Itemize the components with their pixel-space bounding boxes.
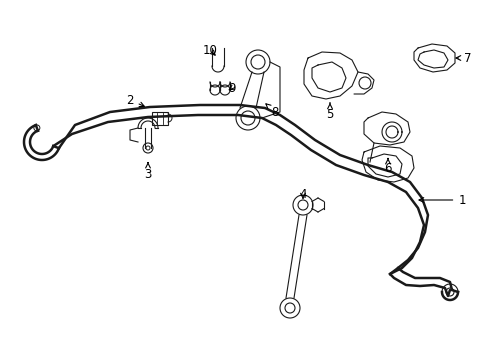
Text: 4: 4	[299, 189, 306, 202]
FancyBboxPatch shape	[152, 112, 168, 125]
Text: 9: 9	[228, 81, 235, 94]
Text: 5: 5	[325, 103, 333, 122]
Text: 1: 1	[418, 194, 465, 207]
Text: 3: 3	[144, 163, 151, 181]
Text: 10: 10	[202, 44, 217, 57]
Text: 7: 7	[455, 51, 471, 64]
Text: 8: 8	[265, 104, 278, 118]
Text: 2: 2	[126, 94, 144, 107]
Text: 6: 6	[384, 159, 391, 175]
